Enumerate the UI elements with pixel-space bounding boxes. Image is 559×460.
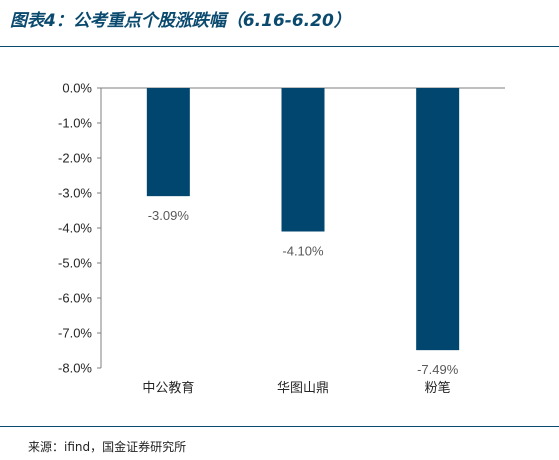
y-tick-label: 0.0% <box>62 81 92 96</box>
source-note: 来源：ifind，国金证券研究所 <box>28 440 187 454</box>
bar <box>281 88 325 232</box>
x-tick-label: 中公教育 <box>142 380 194 395</box>
figure-title: 图表4：公考重点个股涨跌幅（6.16-6.20） <box>10 11 351 31</box>
bar <box>146 88 190 197</box>
title-divider <box>0 46 559 47</box>
data-label: -4.10% <box>282 244 324 259</box>
x-tick-label: 华图山鼎 <box>277 380 329 395</box>
y-tick-label: -2.0% <box>58 151 92 166</box>
x-tick-label: 粉笔 <box>425 380 451 395</box>
axes: 0.0% -1.0% -2.0% -3.0% -4.0% -5.0% -6.0% -7.0% -… <box>58 81 505 395</box>
y-tick-label: -1.0% <box>58 116 92 131</box>
data-labels: -3.09% -4.10% -7.49% <box>148 208 459 377</box>
y-tick-label: -8.0% <box>58 361 92 376</box>
y-tick-label: -5.0% <box>58 256 92 271</box>
data-label: -7.49% <box>417 362 459 377</box>
data-label: -3.09% <box>148 208 190 223</box>
y-tick-label: -7.0% <box>58 326 92 341</box>
y-tick-label: -3.0% <box>58 186 92 201</box>
y-tick-label: -4.0% <box>58 221 92 236</box>
source-divider <box>0 426 559 427</box>
bars <box>146 88 460 351</box>
y-tick-label: -6.0% <box>58 291 92 306</box>
bar-chart: 0.0% -1.0% -2.0% -3.0% -4.0% -5.0% -6.0% -7.0% -… <box>58 81 505 395</box>
bar <box>416 88 460 351</box>
